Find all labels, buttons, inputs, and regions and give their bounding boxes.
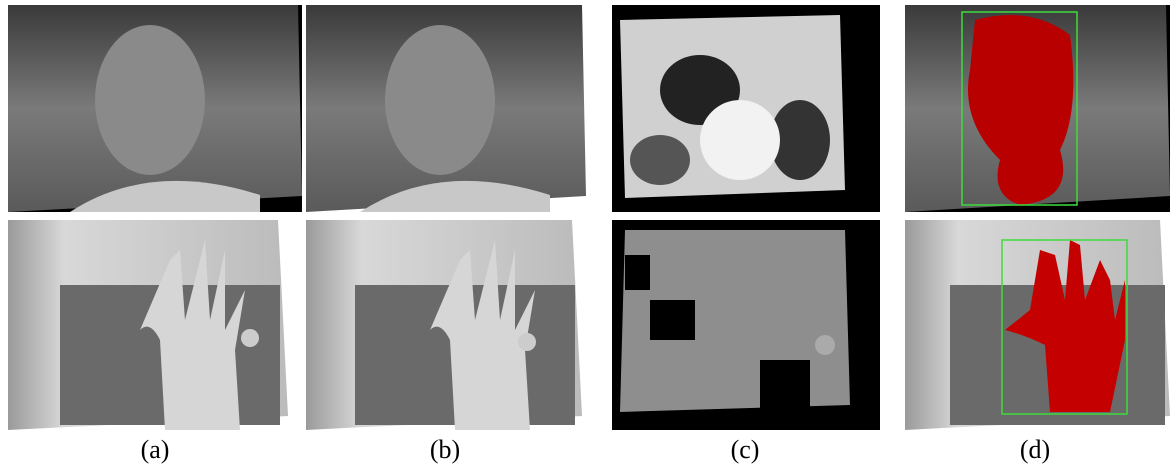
panel-c-depth <box>612 220 880 430</box>
panel-b-face <box>306 5 586 212</box>
depth-hole <box>760 360 810 410</box>
panel-d-face <box>905 5 1170 212</box>
caption: (a) <box>141 435 170 464</box>
face <box>385 25 495 175</box>
panel-b-hand <box>306 220 586 430</box>
round-object <box>241 329 259 347</box>
panel-a-face <box>8 5 302 212</box>
depth-region <box>815 335 835 355</box>
depth-hole <box>630 135 690 185</box>
figure: (a) (b) (c) (d) <box>0 0 1176 473</box>
round-object <box>518 333 536 351</box>
depth-hole <box>650 300 695 340</box>
caption: (d) <box>1020 435 1050 464</box>
panel-d-hand <box>905 220 1170 430</box>
depth-hole <box>625 255 650 290</box>
face <box>95 25 205 175</box>
depth-region <box>700 100 780 180</box>
caption: (b) <box>430 435 460 464</box>
panel-a-hand <box>8 220 302 430</box>
caption: (c) <box>731 435 760 464</box>
panel-c-depth <box>612 5 880 212</box>
